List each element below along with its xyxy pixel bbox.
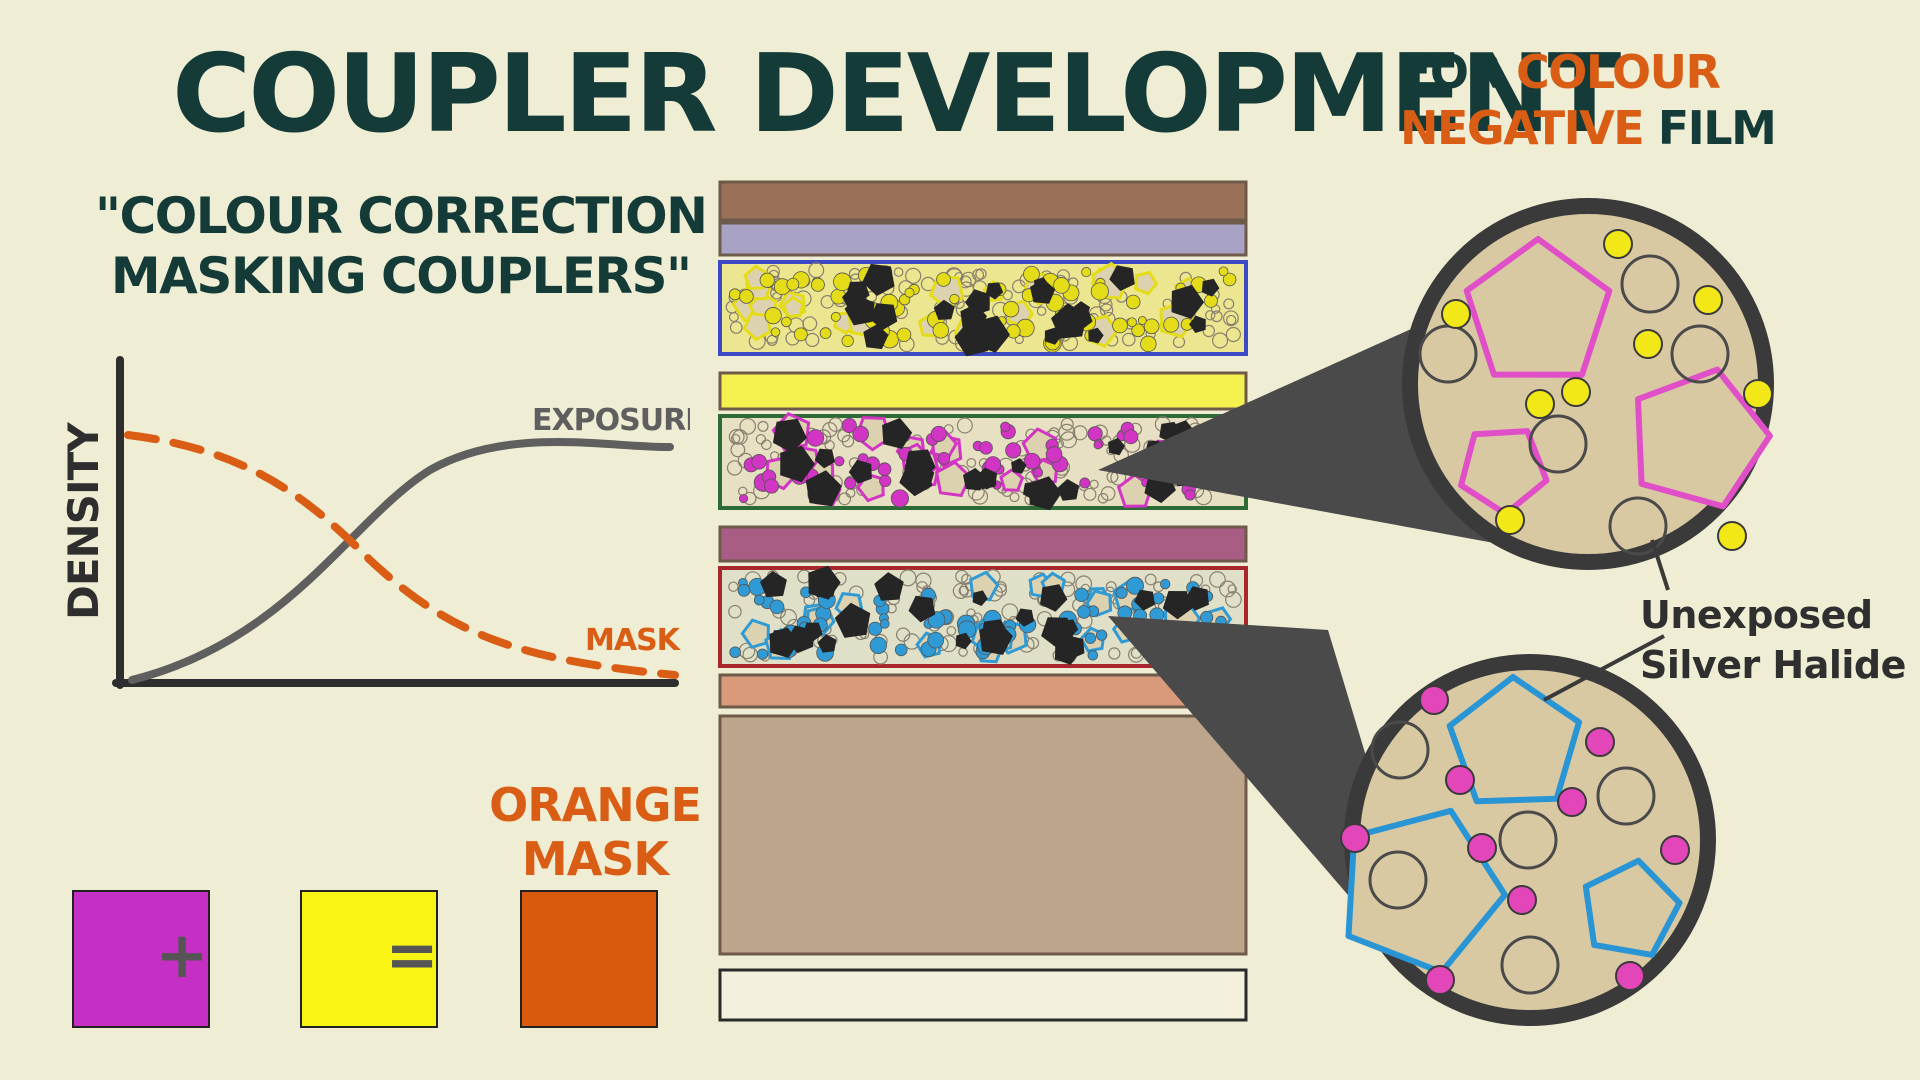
magnifier-top — [1098, 198, 1774, 570]
y-axis-label: DENSITY — [59, 422, 108, 620]
film-layer-backing — [718, 968, 1248, 1022]
film-layer-uv-filter — [718, 221, 1248, 257]
swatch-0 — [72, 890, 210, 1028]
subtitle-negative: NEGATIVE — [1400, 101, 1645, 155]
mask-curve — [124, 431, 679, 679]
plus-operator: + — [155, 919, 209, 993]
subtitle-for: FOR — [1400, 45, 1503, 99]
crystal-1 — [1345, 807, 1508, 976]
density-graph: DENSITY EXPOSURE MASK — [59, 356, 690, 689]
callout-line-top — [1650, 539, 1670, 591]
swatch-4 — [520, 890, 658, 1028]
film-cross-section — [718, 180, 1248, 1022]
magnifier-bottom — [1108, 616, 1716, 1026]
subtitle-film: FILM — [1657, 101, 1777, 155]
quote-line-1: "COLOUR CORRECTION — [95, 187, 708, 245]
film-layer-blue-sensitive-emulsion — [718, 260, 1248, 357]
film-layer-yellow-filter — [718, 371, 1248, 411]
crystal-0 — [1463, 236, 1613, 378]
exposure-curve-label: EXPOSURE — [532, 403, 690, 438]
swatch-2 — [300, 890, 438, 1028]
crystal-0 — [1446, 674, 1582, 805]
film-layer-anti-halation — [718, 673, 1248, 709]
masking-couplers-heading: "COLOUR CORRECTION MASKING COUPLERS" — [95, 186, 708, 306]
crystal-1 — [1635, 366, 1773, 510]
equals-operator: = — [385, 919, 439, 993]
mask-curve-label: MASK — [585, 623, 682, 658]
page-title: COUPLER DEVELOPMENT — [172, 32, 1621, 157]
unexposed-silver-halide-label: Unexposed Silver Halide — [1640, 590, 1906, 690]
orange-mask-heading: ORANGE MASK — [480, 778, 710, 886]
subtitle-colour: COLOUR — [1515, 45, 1721, 99]
quote-line-2: MASKING COUPLERS" — [110, 247, 692, 305]
orange-mask-line-1: ORANGE — [489, 778, 702, 832]
film-layer-base — [718, 714, 1248, 956]
graph-axes — [112, 356, 679, 689]
exposure-curve — [128, 438, 674, 684]
page-subtitle: FOR COLOUR NEGATIVE FILM — [1400, 44, 1777, 156]
orange-mask-line-2: MASK — [521, 832, 669, 886]
callout-line-1: Unexposed — [1640, 593, 1873, 637]
callout-line-bottom — [1543, 634, 1665, 702]
crystal-2 — [1582, 857, 1683, 958]
callout-line-2: Silver Halide — [1640, 643, 1906, 687]
film-layer-inter-layer — [718, 525, 1248, 563]
crystal-2 — [1458, 428, 1550, 517]
film-layer-top-coat — [718, 180, 1248, 222]
